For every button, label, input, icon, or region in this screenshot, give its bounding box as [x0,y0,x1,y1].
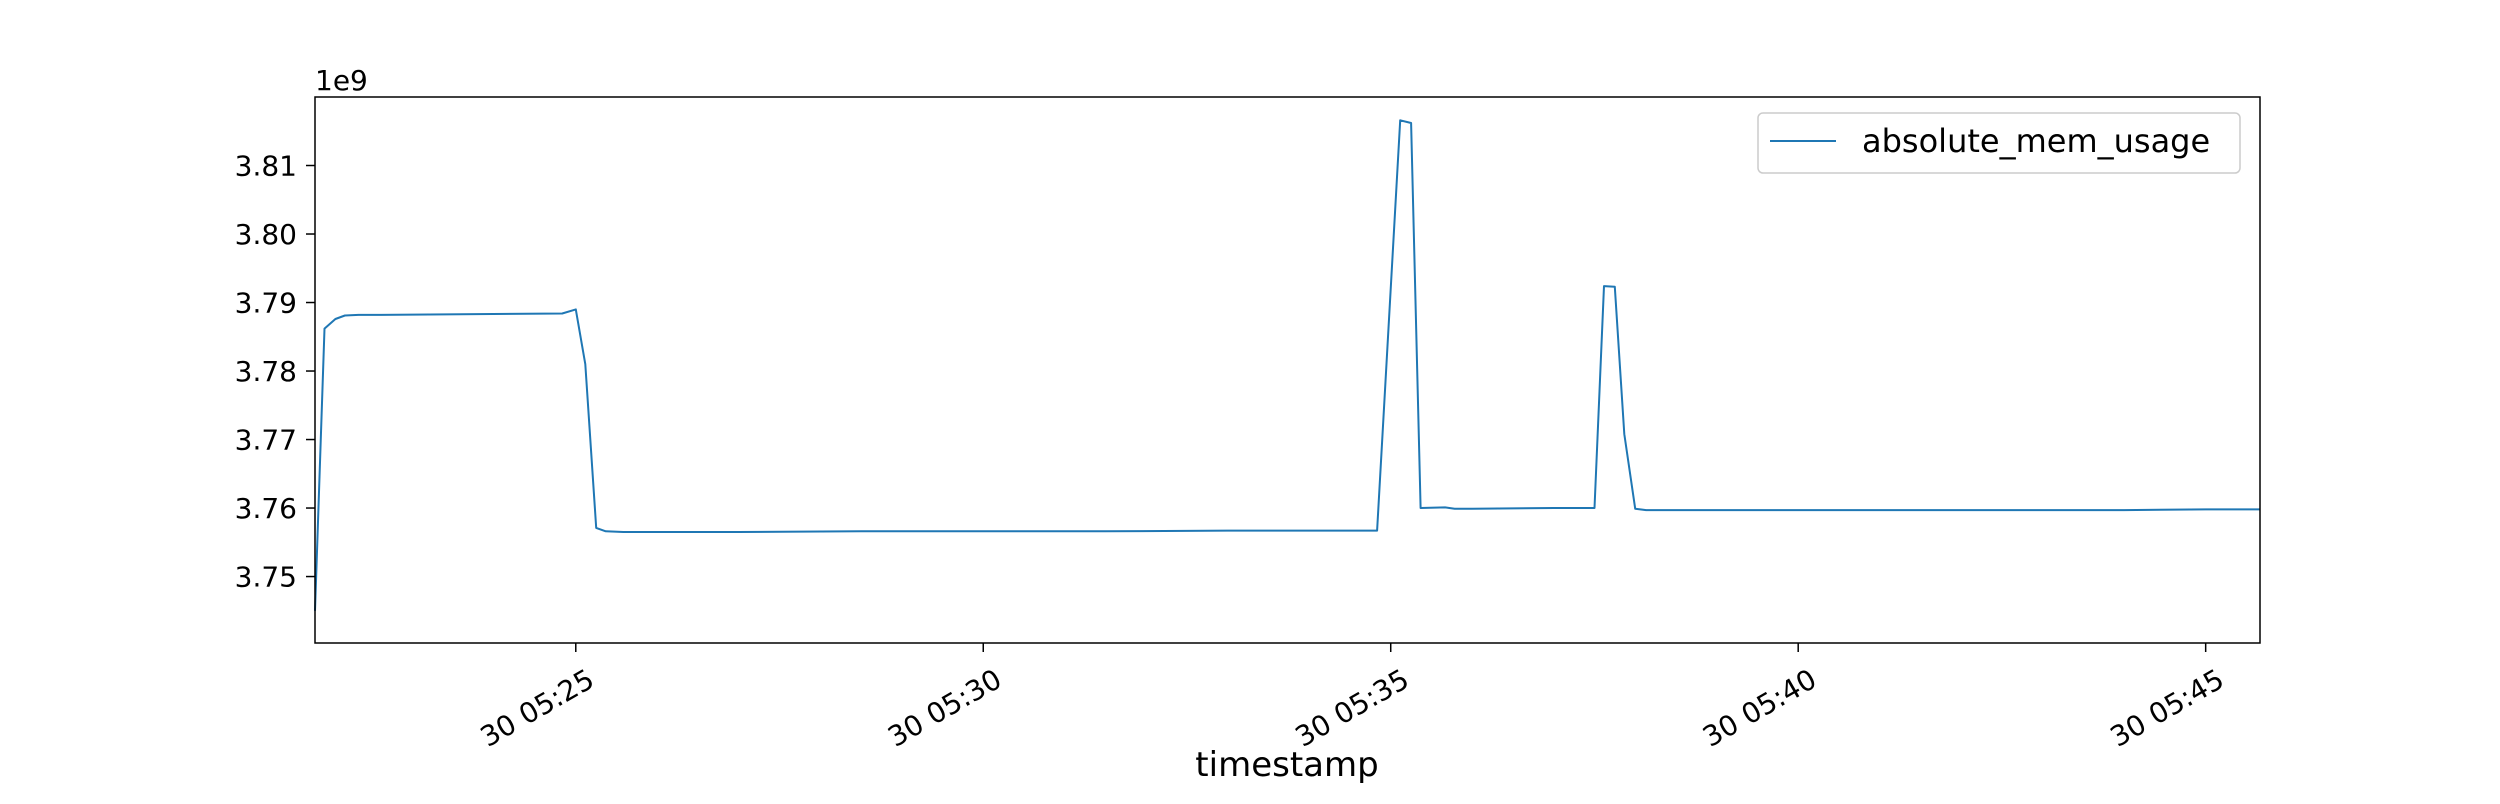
y-tick-label: 3.80 [235,218,297,251]
x-tick-label: 30 05:45 [2105,662,2230,753]
x-tick-label: 30 05:30 [882,662,1007,753]
x-axis-ticks: 30 05:25 30 05:30 30 05:35 30 05:40 30 05:45 [475,643,2230,754]
y-tick-label: 3.81 [235,150,297,183]
y-tick-label: 3.77 [235,424,297,457]
x-tick-label: 30 05:40 [1697,662,1822,753]
legend: absolute_mem_usage [1757,112,2241,174]
y-tick-label: 3.76 [235,492,297,525]
x-axis-label: timestamp [1195,745,1378,785]
y-tick-label: 3.75 [235,561,297,594]
y-tick-label: 3.78 [235,355,297,388]
x-tick-label: 30 05:35 [1290,662,1415,753]
series-line-absolute_mem_usage [314,119,2260,611]
legend-label: absolute_mem_usage [1862,122,2210,160]
y-tick-label: 3.79 [235,287,297,320]
x-tick-label: 30 05:25 [475,662,600,753]
y-axis-ticks: 3.75 3.76 3.77 3.78 3.79 3.80 3.81 [235,150,315,594]
series-layer [314,119,2260,611]
plot-frame [314,96,2261,644]
y-axis-offset-label: 1e9 [315,64,368,97]
legend-box [1757,112,2241,174]
